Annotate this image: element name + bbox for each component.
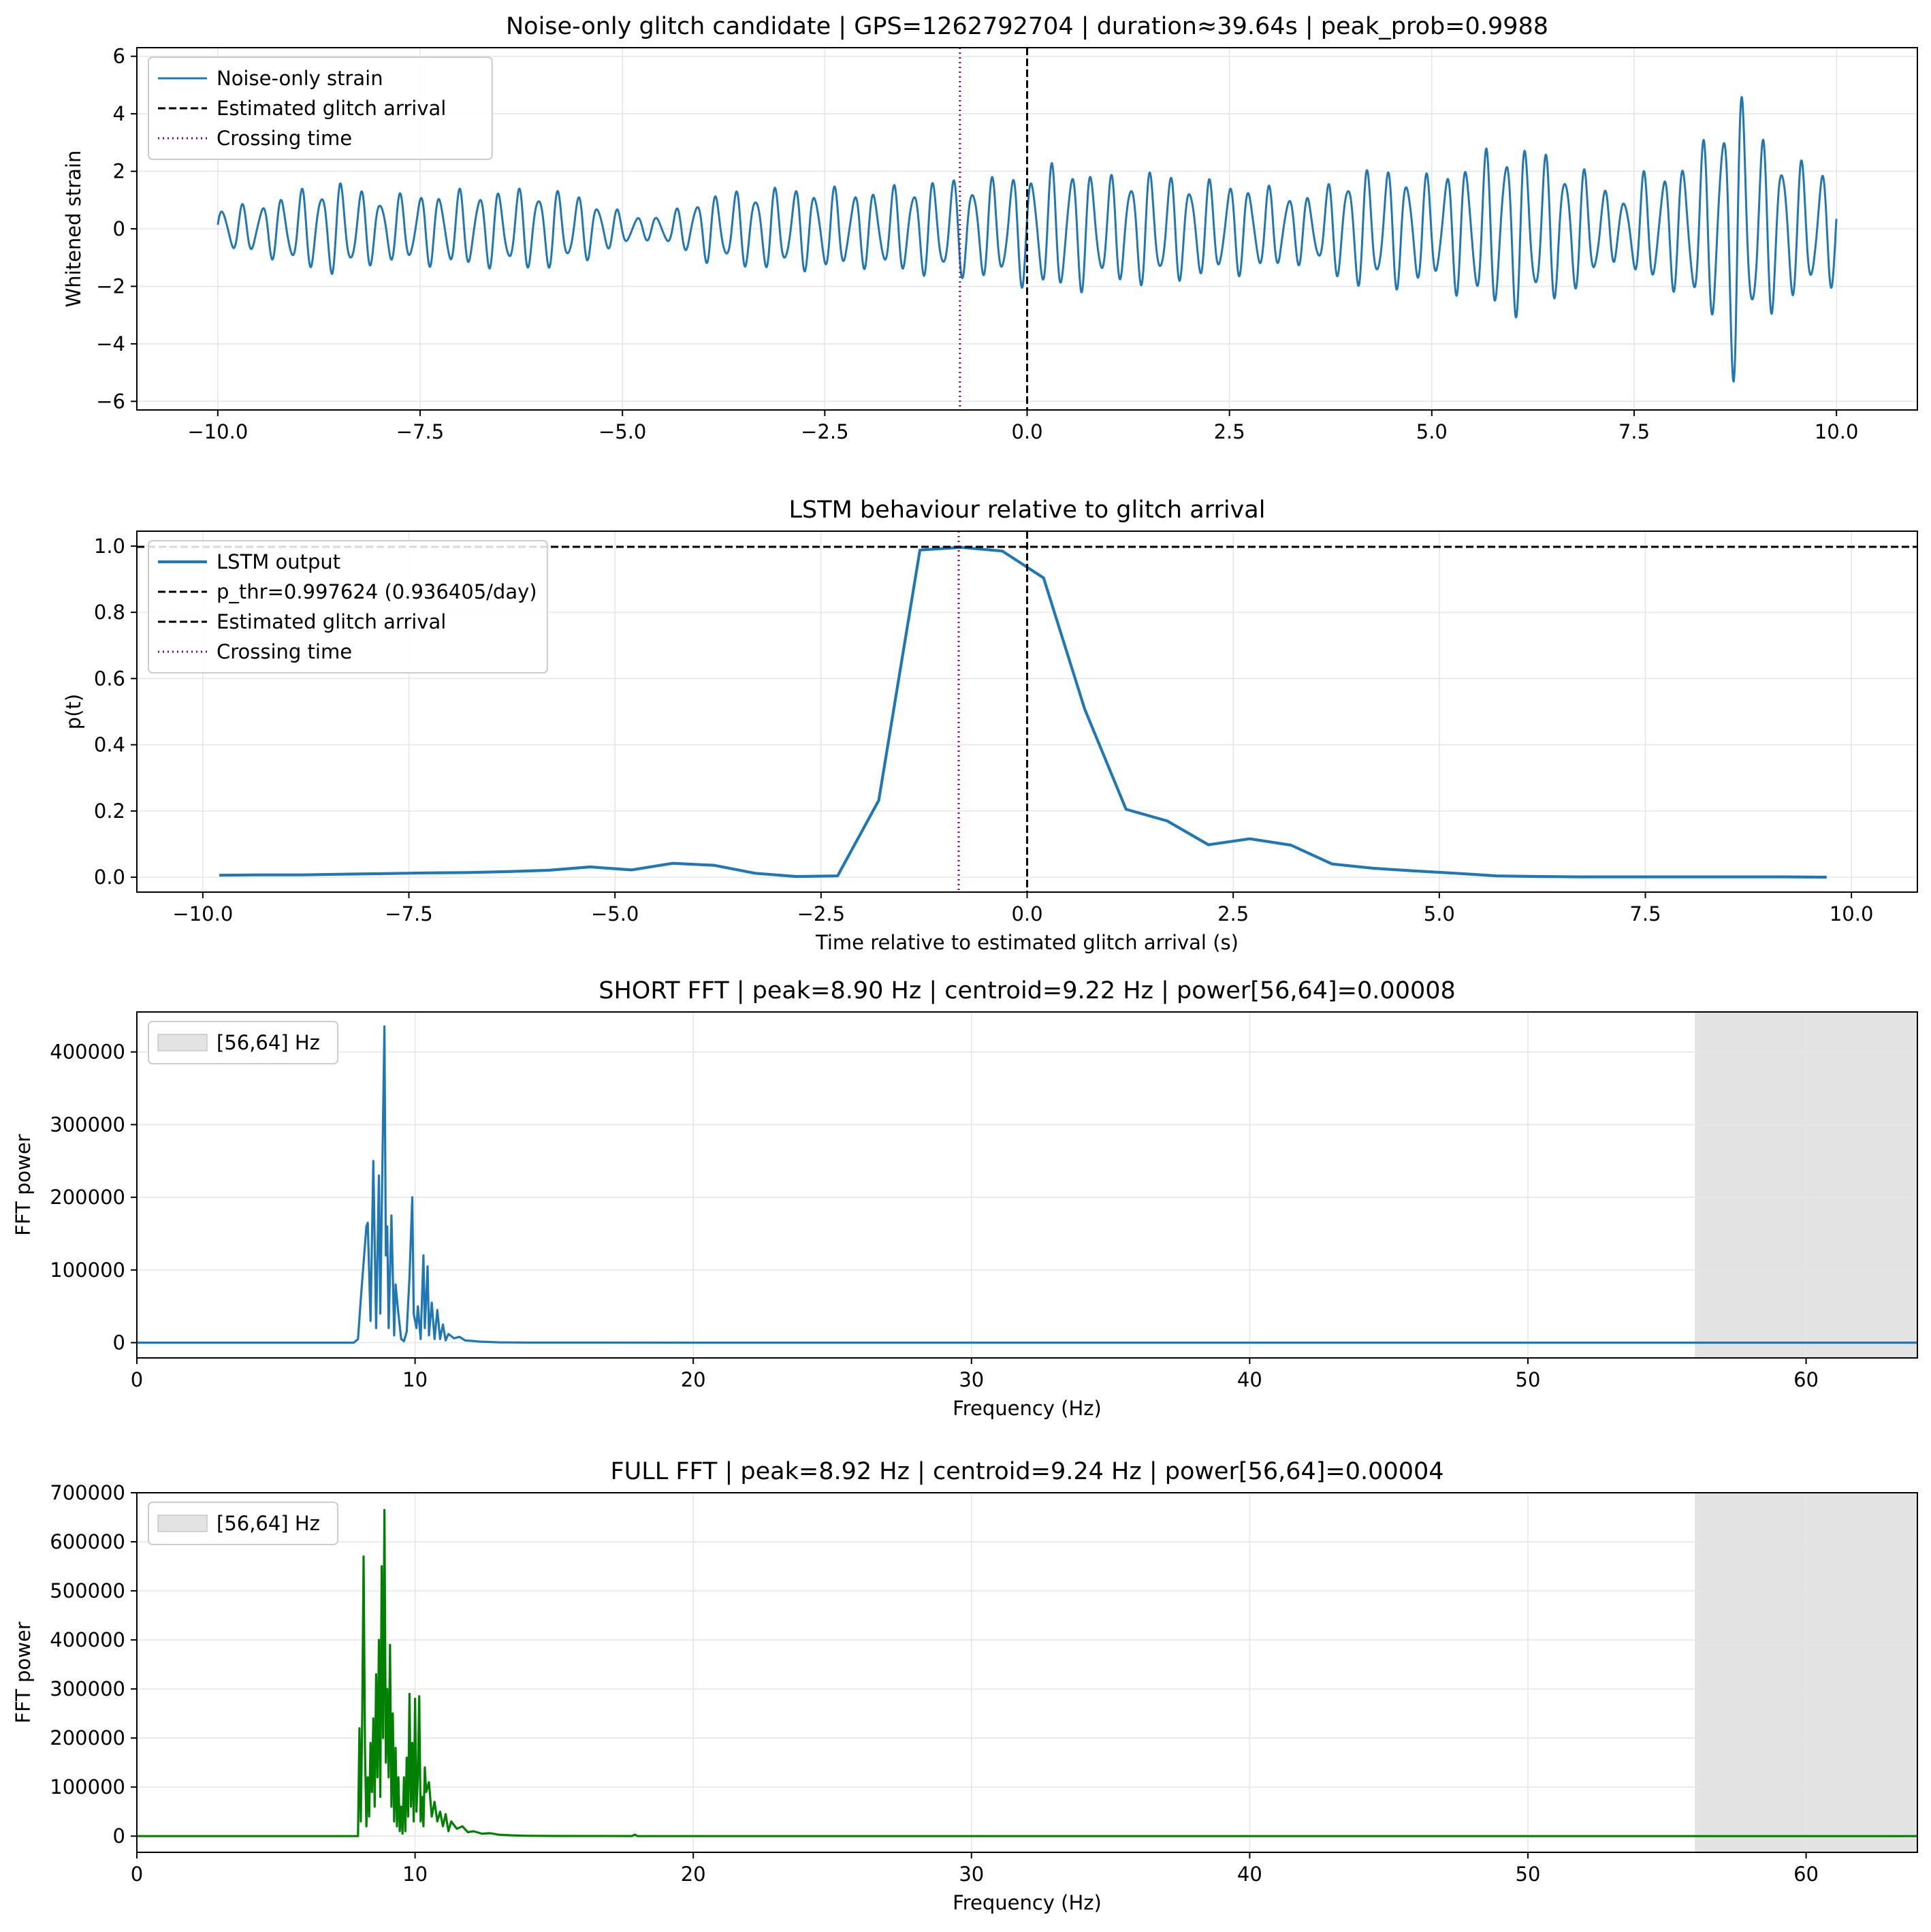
lstm-y-tick-label: 0.4: [94, 733, 125, 757]
legend-layer: Noise-only strain Estimated glitch arriva…: [148, 57, 548, 1545]
full_fft-x-tick-label: 50: [1516, 1863, 1541, 1886]
full_fft-y-tick-label: 100000: [50, 1775, 125, 1799]
short_fft-x-tick-label: 20: [681, 1368, 706, 1391]
lstm-x-tick-label: −7.5: [385, 902, 432, 925]
lstm-xlabel: Time relative to estimated glitch arriva…: [815, 931, 1239, 954]
full_fft-x-tick-label: 60: [1793, 1863, 1819, 1886]
axes-layer: [131, 47, 1918, 1858]
strain-y-tick-label: −4: [96, 332, 125, 355]
strain-x-tick-label: 0.0: [1011, 420, 1042, 443]
full_fft-y-tick-label: 0: [113, 1824, 125, 1848]
strain-x-tick-label: 10.0: [1815, 420, 1859, 443]
lstm-x-tick-label: 7.5: [1629, 902, 1661, 925]
full_fft-y-tick-label: 700000: [50, 1481, 125, 1504]
strain-x-tick-label: −7.5: [396, 420, 444, 443]
short_fft-series-line: [137, 1025, 1917, 1344]
full_fft-x-tick-label: 30: [959, 1863, 984, 1886]
strain-x-tick-label: −5.0: [599, 420, 646, 443]
full_fft-y-tick-label: 200000: [50, 1726, 125, 1749]
short_fft-x-tick-label: 50: [1516, 1368, 1541, 1391]
lstm-y-tick-label: 1.0: [94, 535, 125, 558]
full_fft-legend-handle: [157, 1515, 208, 1532]
lstm-series-line: [219, 545, 1827, 879]
lstm-x-tick-label: −5.0: [591, 902, 639, 925]
lstm-title: LSTM behaviour relative to glitch arriva…: [789, 496, 1266, 524]
strain-ylabel: Whitened strain: [62, 151, 85, 308]
strain-y-tick-label: −2: [96, 274, 125, 298]
full_fft-y-tick-label: 500000: [50, 1579, 125, 1602]
short_fft-x-tick-label: 0: [131, 1368, 143, 1391]
full_fft-x-tick-label: 20: [681, 1863, 706, 1886]
short_fft-y-tick-label: 0: [113, 1331, 125, 1355]
strain-x-tick-label: 2.5: [1214, 420, 1245, 443]
strain-x-tick-label: 5.0: [1416, 420, 1448, 443]
full_fft-title: FULL FFT | peak=8.92 Hz | centroid=9.24 …: [610, 1458, 1443, 1485]
full_fft-x-tick-label: 10: [402, 1863, 428, 1886]
strain-y-tick-label: 6: [113, 45, 125, 68]
strain-legend-label: Crossing time: [217, 127, 352, 150]
short_fft-legend-handle: [157, 1034, 208, 1051]
short_fft-ylabel: FFT power: [12, 1134, 35, 1235]
lstm-ylabel: p(t): [62, 694, 85, 729]
strain-x-tick-label: −10.0: [187, 420, 248, 443]
full_fft-x-tick-label: 0: [131, 1863, 143, 1886]
full_fft-ylabel: FFT power: [12, 1621, 35, 1723]
strain-x-tick-label: 7.5: [1618, 420, 1650, 443]
text-layer: −10.0 −7.5 −5.0 −2.5 0.0 2.5 5.0 7.5 10.0 −6 −4 −2 0…: [12, 13, 1873, 1914]
lstm-x-tick-label: −10.0: [172, 902, 233, 925]
lstm-y-tick-label: 0.2: [94, 799, 125, 823]
lstm-legend-label: LSTM output: [217, 550, 340, 573]
short_fft-xlabel: Frequency (Hz): [953, 1397, 1102, 1420]
strain-legend-label: Estimated glitch arrival: [217, 97, 446, 120]
lstm-legend-label: Crossing time: [217, 640, 352, 663]
short_fft-axes-frame: [136, 1011, 1918, 1359]
full_fft-y-tick-label: 300000: [50, 1677, 125, 1700]
full_fft-legend-label: [56,64] Hz: [217, 1512, 320, 1535]
lstm-x-tick-label: 0.0: [1011, 902, 1042, 925]
lstm-y-tick-label: 0.8: [94, 601, 125, 624]
short_fft-y-tick-label: 200000: [50, 1186, 125, 1209]
lstm-x-tick-label: 5.0: [1424, 902, 1455, 925]
full_fft-y-tick-label: 600000: [50, 1530, 125, 1553]
short_fft-legend-label: [56,64] Hz: [217, 1031, 320, 1054]
short_fft-y-tick-label: 400000: [50, 1041, 125, 1064]
short_fft-x-tick-label: 60: [1793, 1368, 1819, 1391]
lstm-legend-label: Estimated glitch arrival: [217, 610, 446, 633]
strain-y-tick-label: 4: [113, 102, 125, 125]
strain-legend-box: [148, 57, 493, 160]
lstm-x-tick-label: 2.5: [1217, 902, 1249, 925]
short_fft-x-tick-label: 30: [959, 1368, 984, 1391]
full_fft-xlabel: Frequency (Hz): [953, 1891, 1102, 1914]
lstm-x-tick-label: −2.5: [797, 902, 845, 925]
full_fft-series-line: [137, 1508, 1917, 1837]
strain-title: Noise-only glitch candidate | GPS=126279…: [506, 13, 1548, 40]
strain-y-tick-label: −6: [96, 390, 125, 413]
short_fft-x-tick-label: 10: [402, 1368, 428, 1391]
short_fft-legend-box: [148, 1021, 338, 1064]
short_fft-x-tick-label: 40: [1237, 1368, 1262, 1391]
lstm-legend-box: [148, 540, 548, 674]
lstm-y-tick-label: 0.6: [94, 667, 125, 690]
full_fft-legend-box: [148, 1502, 338, 1545]
lstm-legend-label: p_thr=0.997624 (0.936405/day): [217, 580, 537, 603]
strain-legend-label: Noise-only strain: [217, 67, 383, 90]
full_fft-axes-frame: [136, 1492, 1918, 1853]
strain-x-tick-label: −2.5: [801, 420, 848, 443]
full_fft-y-tick-label: 400000: [50, 1628, 125, 1651]
full_fft-x-tick-label: 40: [1237, 1863, 1262, 1886]
lstm-y-tick-label: 0.0: [94, 866, 125, 889]
short_fft-title: SHORT FFT | peak=8.90 Hz | centroid=9.22…: [599, 977, 1456, 1004]
short_fft-y-tick-label: 100000: [50, 1258, 125, 1282]
strain-y-tick-label: 0: [113, 217, 125, 240]
strain-y-tick-label: 2: [113, 160, 125, 183]
short_fft-y-tick-label: 300000: [50, 1113, 125, 1136]
lstm-x-tick-label: 10.0: [1830, 902, 1874, 925]
